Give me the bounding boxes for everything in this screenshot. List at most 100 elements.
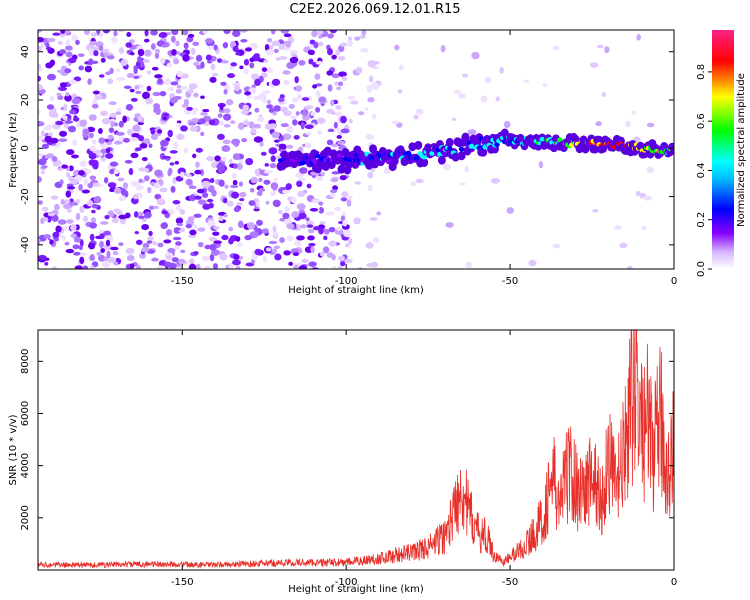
noise-mark xyxy=(66,219,74,224)
noise-mark xyxy=(111,36,118,44)
noise-mark xyxy=(326,139,334,146)
noise-mark xyxy=(209,177,215,183)
noise-mark xyxy=(307,228,315,234)
noise-mark xyxy=(200,95,205,99)
noise-mark xyxy=(286,235,294,242)
noise-mark xyxy=(248,200,256,206)
noise-mark xyxy=(193,213,202,218)
noise-mark xyxy=(301,259,309,263)
noise-mark xyxy=(200,61,205,69)
noise-mark xyxy=(133,193,139,200)
noise-mark xyxy=(47,215,52,223)
noise-mark xyxy=(298,146,303,152)
noise-mark xyxy=(179,86,188,90)
noise-mark xyxy=(319,252,325,257)
noise-mark xyxy=(334,81,339,86)
noise-mark xyxy=(235,51,241,56)
noise-mark xyxy=(54,237,59,242)
y-tick-label: -20 xyxy=(20,188,31,204)
noise-mark xyxy=(383,166,391,175)
noise-mark xyxy=(293,134,300,140)
noise-mark xyxy=(298,60,306,66)
noise-mark xyxy=(90,32,98,37)
colorbar-tick-label: 0.4 xyxy=(696,162,707,178)
noise-mark xyxy=(313,41,319,49)
noise-mark xyxy=(296,203,306,211)
noise-mark xyxy=(68,125,77,133)
noise-mark xyxy=(398,64,404,71)
noise-mark xyxy=(38,36,45,43)
noise-mark xyxy=(151,66,159,71)
noise-mark xyxy=(44,261,49,266)
noise-mark xyxy=(173,58,180,65)
heatmap-x-axis-label: Height of straight line (km) xyxy=(288,285,424,296)
noise-mark xyxy=(225,98,234,106)
noise-mark xyxy=(187,216,195,221)
noise-mark xyxy=(169,162,175,166)
noise-mark xyxy=(59,179,64,185)
noise-mark xyxy=(604,46,610,54)
noise-mark xyxy=(141,224,150,231)
noise-mark xyxy=(641,225,648,231)
noise-mark xyxy=(232,179,238,186)
noise-mark xyxy=(201,180,211,189)
noise-mark xyxy=(135,90,142,95)
noise-mark xyxy=(78,245,83,251)
noise-mark xyxy=(223,30,231,35)
noise-mark xyxy=(71,154,79,159)
noise-mark xyxy=(97,254,106,262)
noise-mark xyxy=(75,199,81,204)
noise-mark xyxy=(495,96,500,102)
noise-mark xyxy=(137,55,142,63)
noise-mark xyxy=(146,85,152,92)
noise-mark xyxy=(192,224,198,229)
noise-mark xyxy=(101,261,111,268)
noise-mark xyxy=(71,98,81,105)
noise-mark xyxy=(264,43,270,52)
noise-mark xyxy=(302,109,308,117)
noise-mark xyxy=(183,42,189,50)
noise-mark xyxy=(113,30,118,37)
noise-mark xyxy=(358,35,366,39)
noise-mark xyxy=(334,206,342,212)
noise-mark xyxy=(159,57,166,64)
noise-mark xyxy=(194,169,202,175)
noise-mark xyxy=(367,97,375,103)
signal-mark xyxy=(445,137,454,147)
noise-mark xyxy=(65,172,70,178)
signal-mark xyxy=(494,142,500,148)
noise-mark xyxy=(186,36,194,43)
noise-mark xyxy=(152,241,158,246)
noise-mark xyxy=(139,252,146,259)
noise-mark xyxy=(208,119,216,126)
noise-mark xyxy=(299,167,308,174)
snr-axes: -150 -100 -50 0 2000 4000 6000 8000 xyxy=(20,330,677,588)
noise-mark xyxy=(222,197,228,204)
noise-mark xyxy=(100,157,106,162)
x-tick-label: -50 xyxy=(502,577,518,588)
noise-mark xyxy=(107,256,117,263)
noise-mark xyxy=(118,214,127,220)
noise-mark xyxy=(137,115,143,122)
noise-mark xyxy=(282,189,290,194)
x-tick-label: -150 xyxy=(171,276,194,287)
noise-mark xyxy=(286,144,294,149)
signal-mark xyxy=(557,137,563,143)
noise-mark xyxy=(113,261,119,266)
noise-mark xyxy=(231,172,237,179)
noise-mark xyxy=(270,155,276,163)
noise-mark xyxy=(167,168,172,177)
noise-mark xyxy=(108,127,115,133)
noise-mark xyxy=(307,49,315,56)
noise-mark xyxy=(232,259,241,266)
noise-mark xyxy=(170,81,179,86)
noise-mark xyxy=(73,115,78,121)
x-tick-label: -100 xyxy=(335,276,358,287)
noise-mark xyxy=(331,171,341,175)
noise-mark xyxy=(183,98,190,106)
noise-mark xyxy=(254,107,260,113)
noise-mark xyxy=(269,163,277,169)
noise-mark xyxy=(343,229,352,238)
noise-mark xyxy=(229,120,236,124)
noise-mark xyxy=(143,138,151,145)
